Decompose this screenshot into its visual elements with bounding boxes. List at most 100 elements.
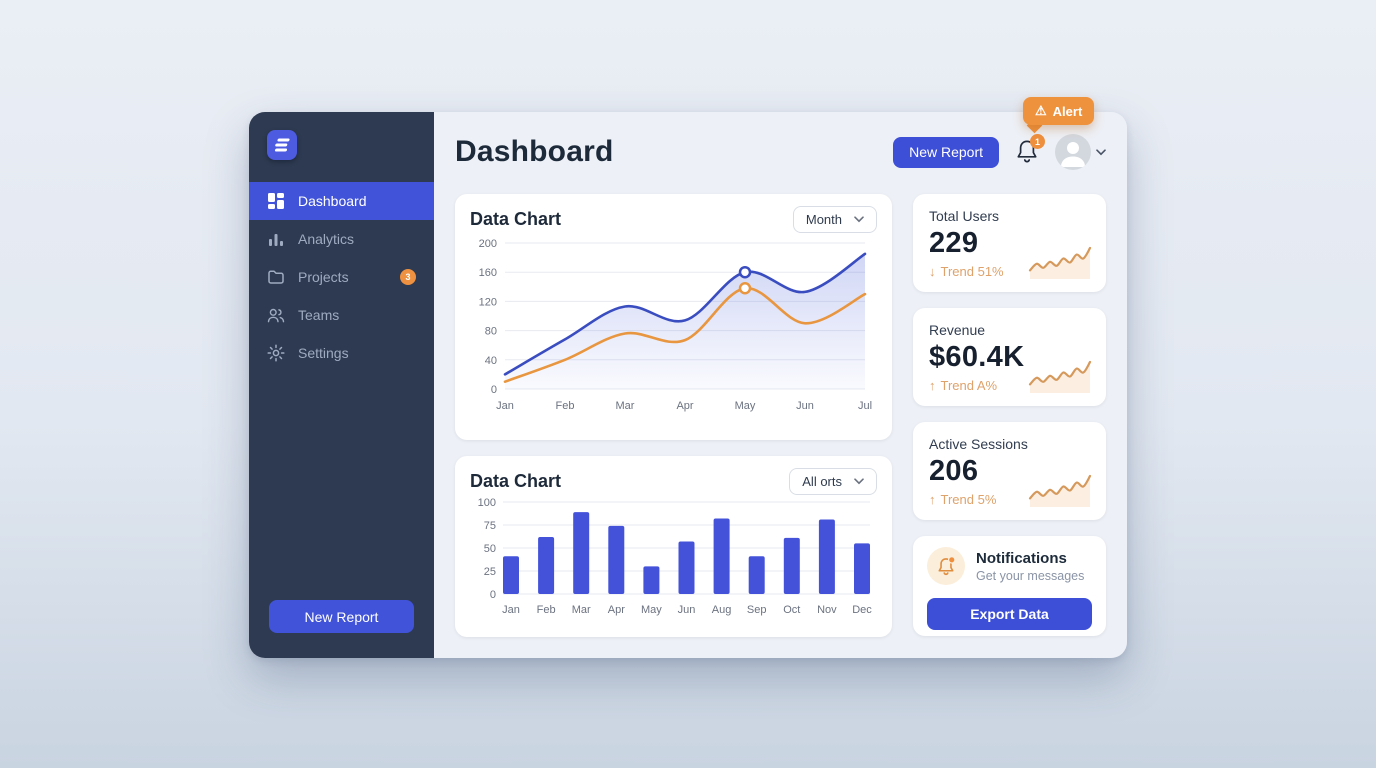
notifications-bell-button[interactable]: 1 (1015, 134, 1045, 165)
chart-title: Data Chart (470, 209, 562, 229)
sidebar-item-dashboard[interactable]: Dashboard (249, 182, 434, 220)
svg-text:0: 0 (490, 589, 496, 601)
avatar (1055, 134, 1091, 170)
sparkline-chart (1028, 360, 1092, 393)
line-chart-card: Data Chart Month 0 40 80 120 160 200 Jan Feb Mar… (455, 194, 892, 440)
data-point-marker[interactable] (738, 265, 752, 279)
svg-text:Oct: Oct (783, 604, 800, 616)
chevron-down-icon (854, 216, 864, 223)
notifications-title: Notifications (976, 549, 1067, 567)
bar-chart: 0 25 50 75 100 Jan Feb Mar Apr May Jun Aug Sep Oct Nov… (478, 497, 873, 616)
svg-text:Apr: Apr (608, 604, 625, 616)
chart1-filter-value: Month (805, 212, 842, 227)
bar-chart-card: Data Chart All orts 0 25 50 75 100 Jan Feb Mar A… (455, 456, 892, 637)
svg-text:75: 75 (484, 520, 496, 532)
sidebar-new-report-button[interactable]: New Report (269, 600, 414, 633)
stat-trend: ↑ Trend A% (929, 378, 1090, 393)
users-icon (267, 306, 285, 324)
stat-value: $60.4K (929, 341, 1025, 373)
trend-arrow-icon: ↑ (929, 378, 936, 393)
trend-arrow-icon: ↑ (929, 492, 936, 507)
svg-text:120: 120 (479, 296, 497, 308)
stat-trend: ↓ Trend 51% (929, 264, 1090, 279)
stat-value: 206 (929, 455, 979, 487)
projects-count-badge: 3 (400, 269, 416, 285)
svg-text:Mar: Mar (616, 400, 635, 412)
chart1-filter-select[interactable]: Month (792, 206, 877, 233)
line-chart: 0 40 80 120 160 200 Jan Feb Mar Apr May Jun Jul (479, 238, 872, 412)
stat-cards: Total Users 229 ↓ Trend 51% Revenue $60.4K ↑ Tr… (913, 194, 1106, 520)
bar-jan[interactable] (503, 556, 519, 594)
chart-title: Data Chart (470, 471, 562, 491)
line-series-secondary (503, 286, 867, 383)
svg-text:25: 25 (484, 566, 496, 578)
sidebar-nav: Dashboard Analytics Projects 3 Teams Settings (249, 182, 434, 372)
bar-dec[interactable] (854, 543, 870, 594)
stat-title: Active Sessions (929, 436, 1028, 452)
svg-text:Jul: Jul (858, 400, 872, 412)
data-point-marker[interactable] (738, 282, 752, 295)
svg-text:Mar: Mar (572, 604, 591, 616)
svg-text:Jun: Jun (678, 604, 696, 616)
sidebar-item-projects[interactable]: Projects 3 (249, 258, 434, 296)
stat-title: Total Users (929, 208, 1000, 224)
notification-count-badge: 1 (1030, 134, 1045, 149)
app-logo-icon (267, 130, 297, 160)
main-area: Dashboard New Report 1 (434, 112, 1127, 658)
alert-tooltip: ⚠ Alert (1023, 97, 1095, 125)
bar-aug[interactable] (713, 518, 730, 594)
bell-alert-icon (927, 547, 965, 585)
sidebar-item-settings[interactable]: Settings (249, 334, 434, 372)
svg-text:Dec: Dec (852, 604, 872, 616)
bar-oct[interactable] (783, 537, 800, 594)
export-data-button[interactable]: Export Data (927, 598, 1092, 630)
trend-arrow-icon: ↓ (929, 264, 936, 279)
chevron-down-icon (854, 478, 864, 485)
new-report-button[interactable]: New Report (893, 136, 999, 168)
bar-feb[interactable] (538, 536, 555, 594)
svg-text:Sep: Sep (747, 604, 767, 616)
svg-text:May: May (641, 604, 662, 616)
app-window: Dashboard Analytics Projects 3 Teams Settings… (249, 112, 1127, 658)
stat-card-revenue: Revenue $60.4K ↑ Trend A% (913, 308, 1106, 406)
stats-column: Total Users 229 ↓ Trend 51% Revenue $60.4K ↑ Tr… (913, 194, 1106, 637)
grid-icon (267, 192, 285, 210)
bar-sep[interactable] (748, 556, 765, 594)
bar-may[interactable] (643, 566, 660, 594)
chart2-filter-select[interactable]: All orts (789, 468, 877, 495)
svg-text:Jun: Jun (796, 400, 814, 412)
line-series-primary (503, 252, 867, 376)
gear-icon (267, 344, 285, 362)
notifications-card: Notifications Get your messages Export D… (913, 536, 1106, 636)
sidebar-item-analytics[interactable]: Analytics (249, 220, 434, 258)
sidebar-item-label: Settings (298, 345, 349, 361)
svg-text:200: 200 (479, 238, 497, 250)
bar-nov[interactable] (818, 519, 835, 594)
folder-icon (267, 268, 285, 286)
content: Data Chart Month 0 40 80 120 160 200 Jan Feb Mar… (455, 194, 1106, 637)
charts-column: Data Chart Month 0 40 80 120 160 200 Jan Feb Mar… (455, 194, 892, 637)
sidebar-item-label: Projects (298, 269, 349, 285)
bar-mar[interactable] (573, 512, 590, 594)
alert-label: Alert (1052, 103, 1083, 119)
bar-jun[interactable] (678, 541, 695, 594)
svg-text:Apr: Apr (676, 400, 693, 412)
stat-value: 229 (929, 227, 979, 259)
stat-card-active-sessions: Active Sessions 206 ↑ Trend 5% (913, 422, 1106, 520)
sparkline-chart (1028, 246, 1092, 279)
sidebar-item-label: Dashboard (298, 193, 367, 209)
svg-text:80: 80 (485, 326, 497, 338)
sidebar-item-teams[interactable]: Teams (249, 296, 434, 334)
user-menu-button[interactable] (1055, 134, 1106, 170)
svg-text:40: 40 (485, 355, 497, 367)
header-actions: New Report 1 (893, 134, 1106, 170)
trend-label: Trend 51% (940, 264, 1004, 279)
svg-text:Feb: Feb (556, 400, 575, 412)
bar-apr[interactable] (608, 525, 625, 594)
stat-trend: ↑ Trend 5% (929, 492, 1090, 507)
trend-label: Trend A% (940, 378, 998, 393)
sidebar-item-label: Teams (298, 307, 340, 323)
stat-card-total-users: Total Users 229 ↓ Trend 51% (913, 194, 1106, 292)
sparkline-chart (1028, 474, 1092, 507)
